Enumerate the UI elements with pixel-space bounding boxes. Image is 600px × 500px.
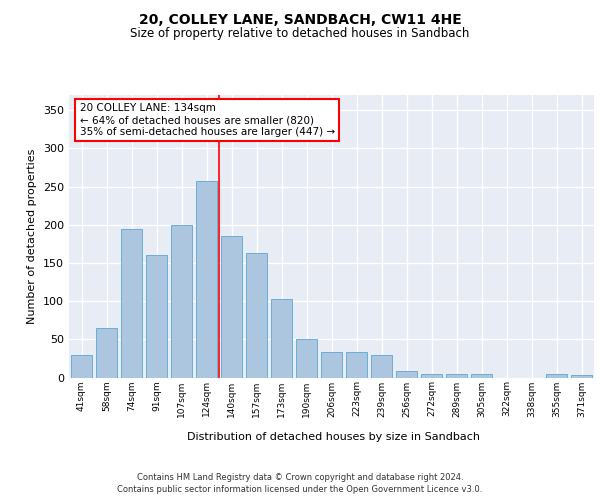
Bar [396, 370, 417, 378]
Bar [246, 253, 267, 378]
Bar [96, 328, 117, 378]
Bar [221, 236, 242, 378]
Bar [171, 225, 192, 378]
Bar [571, 375, 592, 378]
Text: Distribution of detached houses by size in Sandbach: Distribution of detached houses by size … [187, 432, 479, 442]
Bar [296, 340, 317, 378]
Bar [196, 182, 217, 378]
Bar [346, 352, 367, 378]
Bar [271, 299, 292, 378]
Text: Size of property relative to detached houses in Sandbach: Size of property relative to detached ho… [130, 28, 470, 40]
Bar [371, 354, 392, 378]
Text: 20, COLLEY LANE, SANDBACH, CW11 4HE: 20, COLLEY LANE, SANDBACH, CW11 4HE [139, 12, 461, 26]
Y-axis label: Number of detached properties: Number of detached properties [28, 148, 37, 324]
Bar [321, 352, 342, 378]
Bar [471, 374, 492, 378]
Bar [446, 374, 467, 378]
Text: 20 COLLEY LANE: 134sqm
← 64% of detached houses are smaller (820)
35% of semi-de: 20 COLLEY LANE: 134sqm ← 64% of detached… [79, 104, 335, 136]
Text: Contains HM Land Registry data © Crown copyright and database right 2024.
Contai: Contains HM Land Registry data © Crown c… [118, 472, 482, 494]
Bar [71, 354, 92, 378]
Bar [421, 374, 442, 378]
Bar [146, 256, 167, 378]
Bar [121, 228, 142, 378]
Bar [546, 374, 567, 378]
